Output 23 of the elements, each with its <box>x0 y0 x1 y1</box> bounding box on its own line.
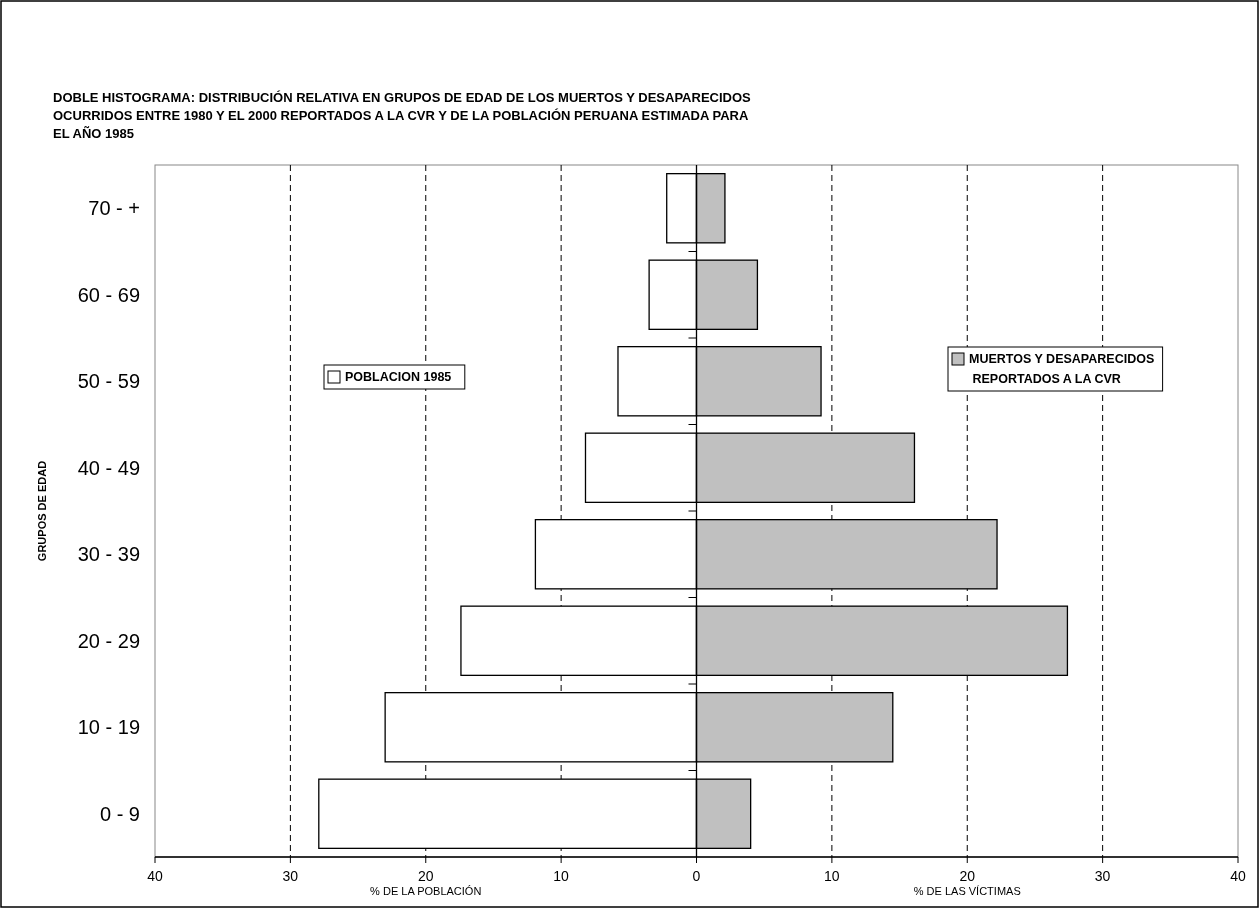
x-tick-label: 40 <box>1230 868 1246 884</box>
x-tick-label: 10 <box>824 868 840 884</box>
y-tick-label: 70 - + <box>88 197 140 220</box>
x-tick-label: 20 <box>417 868 434 884</box>
y-tick-label: 0 - 9 <box>99 802 140 825</box>
x-tick-label: 20 <box>959 868 976 884</box>
legend-label: POBLACION 1985 <box>345 370 452 384</box>
x-tick-label: 30 <box>1094 868 1111 884</box>
text: % DE LAS VÍCTIMAS <box>913 885 1021 897</box>
x-axis-title: % DE LA POBLACIÓN <box>370 885 482 897</box>
y-tick-label: 60 - 69 <box>77 283 140 306</box>
x-tick-label: 40 <box>147 868 163 884</box>
y-tick-label: 40 - 49 <box>77 456 140 479</box>
x-tick-label: 10 <box>553 868 570 884</box>
y-tick-label: 10 - 19 <box>77 716 140 739</box>
legend-label: MUERTOS Y DESAPARECIDOS REPORTADOS A LA CVR <box>969 352 1155 386</box>
y-tick-label: 30 - 39 <box>77 543 140 566</box>
y-tick-label: 50 - 59 <box>77 370 140 393</box>
x-tick-label: 0 <box>692 868 701 884</box>
y-tick-label: 20 - 29 <box>77 629 140 652</box>
y-axis-title: GRUPOS DE EDAD <box>36 460 48 562</box>
x-tick-label: 30 <box>282 868 299 884</box>
chart-title: DOBLE HISTOGRAMA: DISTRIBUCIÓN RELATIVA EN GRUPOS DE EDAD DE LOS MUERTOS Y DESAPARECIDOS OCURRIDOS ENTRE 1980 Y EL 2000 REPORTADOS A LA CVR Y DE LA POBLACIÓN PERUANA ESTIMADA PARA EL AÑO 1985 <box>53 90 752 141</box>
